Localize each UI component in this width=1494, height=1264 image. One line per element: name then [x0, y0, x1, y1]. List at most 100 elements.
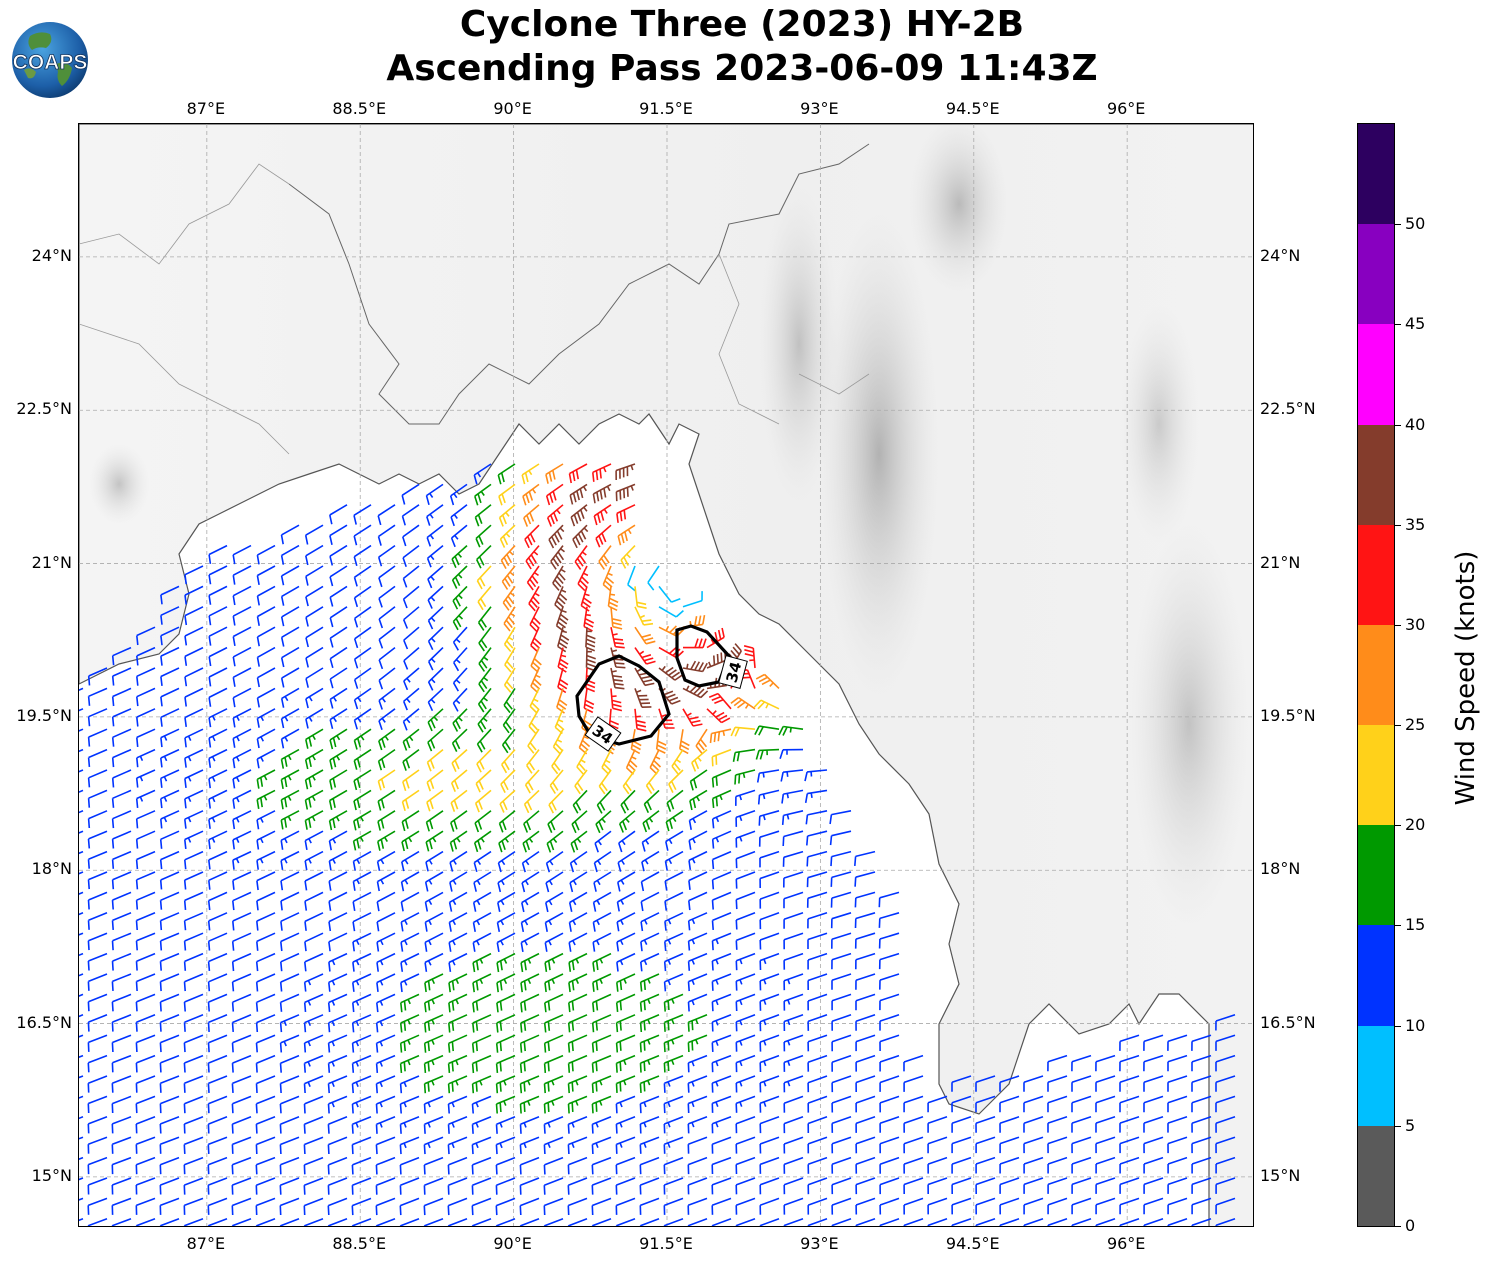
wind-barb: [377, 830, 396, 851]
wind-barb: [79, 1156, 84, 1160]
wind-barb: [546, 504, 564, 527]
wind-barb: [447, 1156, 468, 1175]
lat-label-right-1: 22.5°N: [1260, 399, 1316, 419]
wind-barb: [594, 830, 612, 853]
wind-barb: [641, 850, 660, 872]
chart-title-line2: Ascending Pass 2023-06-09 11:43Z: [386, 48, 1098, 89]
lat-label-left-3: 19.5°N: [16, 705, 72, 725]
wind-barb: [159, 850, 180, 870]
lon-label-top-3: 91.5°E: [639, 99, 693, 118]
wind-barb: [687, 1054, 708, 1073]
wind-barb: [231, 1116, 252, 1134]
wind-barb: [447, 1034, 468, 1053]
wind-barb: [208, 830, 228, 850]
wind-barb: [231, 1136, 252, 1154]
wind-barb: [135, 1095, 156, 1114]
wind-barb: [830, 850, 852, 867]
wind-barb: [1191, 1095, 1212, 1113]
wind-barb: [159, 973, 180, 992]
wind-barb: [424, 932, 444, 952]
wind-barb: [279, 1075, 300, 1094]
wind-barb: [549, 769, 564, 794]
colorbar-title: Wind Speed (knots): [1451, 550, 1481, 806]
wind-barb: [401, 830, 420, 852]
wind-barb: [1215, 1034, 1236, 1051]
wind-barb: [1167, 1156, 1188, 1174]
wind-barb: [806, 871, 828, 888]
wind-barb: [376, 932, 396, 952]
wind-barb: [280, 830, 300, 850]
wind-barb: [903, 1075, 924, 1092]
wind-barb: [663, 1197, 684, 1215]
wind-barb: [183, 1034, 204, 1053]
wind-barb: [879, 1095, 900, 1113]
wind-barb: [111, 1197, 132, 1215]
wind-barb: [523, 504, 540, 527]
wind-barb: [759, 1054, 780, 1073]
wind-barb: [1047, 1197, 1068, 1215]
wind-barb: [807, 1054, 828, 1072]
wind-barb: [591, 1075, 612, 1094]
wind-barb: [543, 1095, 564, 1114]
wind-barb: [208, 565, 228, 585]
wind-barb: [255, 1197, 276, 1216]
wind-barb: [447, 1075, 468, 1094]
wind-barb: [879, 1177, 900, 1195]
wind-barb: [159, 952, 180, 971]
wind-barb: [610, 606, 623, 630]
wind-barb: [759, 912, 780, 930]
wind-barb: [232, 667, 252, 687]
wind-barb: [327, 1156, 348, 1175]
wind-barb: [160, 769, 180, 788]
wind-barb: [304, 891, 324, 911]
wind-barb: [183, 1177, 204, 1195]
wind-barb: [136, 748, 156, 768]
wind-barb: [329, 606, 348, 628]
wind-barb: [423, 1054, 444, 1073]
wind-barb: [304, 748, 324, 770]
wind-barb: [735, 850, 756, 869]
wind-barb: [303, 1116, 324, 1134]
wind-barb: [711, 1156, 732, 1175]
wind-barb: [401, 850, 420, 872]
wind-barb: [591, 1034, 612, 1053]
wind-map[interactable]: 34 34: [79, 124, 1254, 1227]
hill-shade-5: [1119, 304, 1199, 544]
wind-barb: [328, 789, 348, 810]
wind-barb: [567, 1177, 588, 1195]
wind-barb: [999, 1177, 1020, 1194]
wind-barb: [545, 871, 564, 893]
wind-barb: [135, 891, 156, 910]
wind-barb: [999, 1136, 1020, 1154]
wind-barb: [304, 830, 324, 851]
wind-barb: [1095, 1197, 1116, 1215]
wind-barb: [1191, 1177, 1212, 1194]
wind-barb: [999, 1156, 1020, 1174]
wind-barb: [327, 1136, 348, 1155]
wind-barb: [79, 728, 84, 732]
wind-barb: [280, 891, 300, 911]
wind-barb: [855, 1197, 876, 1215]
wind-barb: [831, 1095, 852, 1113]
wind-barb: [280, 524, 300, 545]
wind-barb: [473, 830, 492, 853]
wind-barb: [783, 1136, 804, 1154]
wind-barb: [159, 871, 180, 890]
wind-barb: [668, 769, 684, 793]
wind-barb: [615, 1075, 636, 1093]
wind-barb: [658, 665, 684, 681]
colorbar-tick-10: [1395, 224, 1401, 226]
wind-barb: [353, 646, 372, 669]
wind-barb: [351, 1075, 372, 1094]
lon-label-top-6: 96°E: [1106, 99, 1146, 118]
wind-barb: [615, 1177, 636, 1195]
colorbar-segment-0: [1358, 1125, 1394, 1226]
wind-barb: [304, 850, 324, 871]
wind-barb: [449, 850, 468, 872]
wind-barb: [183, 1197, 204, 1215]
hill-shade-2: [759, 184, 839, 504]
wind-barb: [399, 1177, 420, 1195]
wind-barb: [831, 952, 852, 970]
map-panel[interactable]: 34 34: [78, 123, 1254, 1227]
wind-barb: [231, 1034, 252, 1053]
